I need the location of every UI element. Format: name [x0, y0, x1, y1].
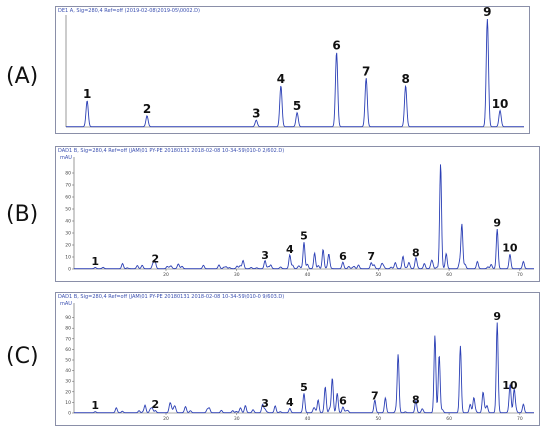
y-tick-label: 60 [65, 195, 71, 201]
peak-label-9: 9 [493, 216, 501, 229]
x-tick-label: 20 [163, 272, 169, 278]
peak-label-3: 3 [261, 249, 269, 262]
peak-label-8: 8 [412, 394, 420, 407]
x-tick-label: 60 [446, 272, 452, 278]
y-tick-label: 0 [68, 267, 71, 273]
chromatogram-c-header: DAD1 B, Sig=280,4 Ref=off (JAM\01 PY-PE … [58, 294, 285, 300]
peak-label-3: 3 [261, 397, 269, 410]
x-tick-label: 20 [163, 416, 169, 422]
x-tick-label: 40 [305, 416, 311, 422]
x-tick-label: 50 [375, 272, 381, 278]
x-tick-label: 40 [305, 272, 311, 278]
peak-label-9: 9 [493, 310, 501, 323]
x-tick-label: 70 [517, 272, 523, 278]
y-tick-label: 40 [65, 219, 71, 225]
y-tick-label: 10 [65, 400, 71, 406]
peak-label-6: 6 [339, 250, 347, 263]
x-tick-label: 30 [234, 416, 240, 422]
chromatogram-a-header: DE1 A, Sig=280,4 Ref=off (2019-02-08\201… [58, 8, 200, 14]
peak-label-2: 2 [152, 398, 160, 411]
y-tick-label: 10 [65, 255, 71, 261]
peak-label-5: 5 [300, 230, 308, 243]
y-tick-label: 70 [65, 336, 71, 342]
x-tick-label: 30 [234, 272, 240, 278]
peak-label-8: 8 [401, 72, 409, 86]
peak-label-5: 5 [293, 99, 301, 113]
chromatogram-b: DAD1 B, Sig=280,4 Ref=off (JAM\01 PY-PE … [55, 146, 540, 282]
peak-label-10: 10 [492, 97, 509, 111]
panel-label-b: (B) [6, 202, 39, 227]
y-tick-label: 20 [65, 389, 71, 395]
peak-label-3: 3 [252, 107, 260, 121]
y-tick-label: 90 [65, 315, 71, 321]
chromatogram-trace [74, 164, 534, 270]
chromatogram-a: DE1 A, Sig=280,4 Ref=off (2019-02-08\201… [55, 5, 530, 134]
peak-label-4: 4 [286, 243, 294, 256]
y-tick-label: 80 [65, 326, 71, 332]
y-tick-label: 50 [65, 207, 71, 213]
y-tick-label: 80 [65, 171, 71, 177]
panel-label-c: (C) [6, 344, 39, 369]
peak-label-2: 2 [143, 102, 151, 116]
chromatogram-c: DAD1 B, Sig=280,4 Ref=off (JAM\01 PY-PE … [55, 292, 540, 426]
peak-label-5: 5 [300, 381, 308, 394]
x-tick-label: 60 [446, 416, 452, 422]
chromatogram-c-unit: mAU [60, 301, 72, 307]
chromatogram-c-plot: 0 10 20 30 40 50 60 70 80 90 20 30 40 50 60 70 1 2 3 45 6 7 8 9… [65, 303, 534, 422]
peak-label-4: 4 [286, 396, 294, 409]
peak-label-1: 1 [91, 255, 99, 268]
chromatogram-a-plot: 1 2 3 45 6 7 8 9 10 [65, 5, 524, 128]
x-tick-label: 70 [517, 416, 523, 422]
peak-label-10: 10 [502, 379, 518, 392]
peak-label-4: 4 [277, 72, 285, 86]
panel-label-a: (A) [6, 64, 39, 89]
y-tick-label: 20 [65, 243, 71, 249]
chromatogram-trace [66, 18, 524, 128]
peak-label-9: 9 [483, 5, 491, 19]
y-tick-label: 0 [68, 411, 71, 417]
peak-label-6: 6 [332, 38, 340, 52]
chromatogram-b-header: DAD1 B, Sig=280,4 Ref=off (JAM\01 PY-PE … [58, 148, 285, 154]
y-tick-label: 70 [65, 183, 71, 189]
y-tick-label: 30 [65, 231, 71, 237]
y-tick-label: 40 [65, 368, 71, 374]
peak-label-6: 6 [339, 395, 347, 408]
peak-label-1: 1 [91, 399, 99, 412]
chromatogram-trace [74, 322, 534, 414]
peak-label-1: 1 [83, 87, 91, 101]
y-tick-label: 30 [65, 379, 71, 385]
y-tick-label: 50 [65, 358, 71, 364]
x-tick-label: 50 [375, 416, 381, 422]
peak-label-10: 10 [502, 242, 518, 255]
y-tick-label: 60 [65, 347, 71, 353]
peak-label-7: 7 [367, 250, 375, 263]
chromatogram-b-unit: mAU [60, 155, 72, 161]
peak-label-7: 7 [371, 389, 379, 402]
peak-label-7: 7 [362, 64, 370, 78]
peak-label-2: 2 [152, 252, 160, 265]
peak-label-8: 8 [412, 246, 420, 259]
